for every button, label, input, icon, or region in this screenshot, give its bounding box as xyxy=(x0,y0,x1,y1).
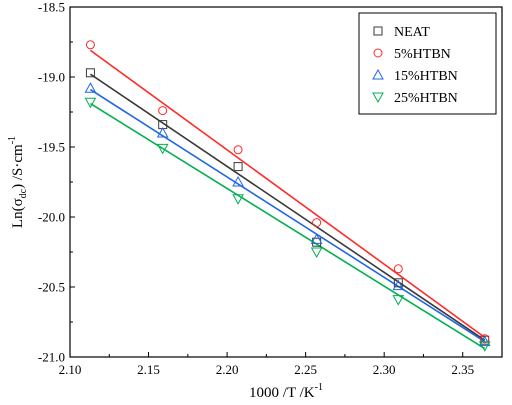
data-point xyxy=(310,247,323,259)
legend-marker xyxy=(372,92,384,104)
y-tick-label: -20.5 xyxy=(38,280,65,295)
data-point xyxy=(393,264,403,274)
data-point xyxy=(478,341,491,352)
x-tick-label: 2.20 xyxy=(216,362,239,377)
plot-area xyxy=(69,6,503,358)
x-tick-label: 2.15 xyxy=(137,362,160,377)
legend-marker xyxy=(373,26,383,36)
data-point xyxy=(392,279,405,291)
data-point xyxy=(392,295,405,306)
legend-label: 25%HTBN xyxy=(394,91,458,106)
legend-items: NEAT 5%HTBN 15%HTBN 25%HTBN xyxy=(372,25,458,106)
x-axis-title: 1000 /T /K-1 xyxy=(249,382,323,401)
data-point xyxy=(156,126,169,138)
y-tick-label: -18.5 xyxy=(38,0,65,15)
y-axis: -18.5 -19.0 -19.5 -20.0 -20.5 -21.0 xyxy=(38,0,75,365)
y-tick-label: -19.5 xyxy=(38,140,65,155)
legend-label: NEAT xyxy=(394,25,430,40)
fit-lines xyxy=(89,49,486,350)
data-point xyxy=(232,175,244,187)
x-tick-label: 2.35 xyxy=(451,362,474,377)
data-point xyxy=(85,40,95,50)
y-axis-title: Ln(σdc) /S·cm-1 xyxy=(7,136,29,228)
data-point xyxy=(312,218,322,228)
y-tick-label: -21.0 xyxy=(38,350,65,365)
legend-label: 5%HTBN xyxy=(394,47,451,62)
y-tick-label: -20.0 xyxy=(38,210,65,225)
data-point xyxy=(233,162,243,172)
fit-line xyxy=(89,49,486,339)
legend: NEAT 5%HTBN 15%HTBN 25%HTBN xyxy=(358,12,497,115)
data-point xyxy=(85,68,95,78)
data-point xyxy=(478,335,491,347)
data-markers xyxy=(84,40,491,352)
data-point xyxy=(233,145,243,155)
x-tick-label: 2.30 xyxy=(373,362,396,377)
data-point xyxy=(480,334,490,344)
x-axis: 2.10 2.15 2.20 2.25 2.30 2.35 xyxy=(59,352,474,377)
data-point xyxy=(158,106,168,116)
fit-line xyxy=(89,73,486,341)
legend-label: 15%HTBN xyxy=(394,69,458,84)
fit-line xyxy=(89,102,486,350)
data-point xyxy=(84,97,97,109)
legend-marker xyxy=(372,68,384,80)
data-point xyxy=(310,233,323,244)
x-tick-label: 2.25 xyxy=(294,362,317,377)
x-tick-label: 2.10 xyxy=(59,362,82,377)
data-point xyxy=(156,143,169,155)
legend-marker xyxy=(373,48,383,58)
data-point xyxy=(393,278,403,288)
data-point xyxy=(84,82,97,93)
y-tick-label: -19.0 xyxy=(38,70,65,85)
data-point xyxy=(232,194,244,205)
fit-line xyxy=(89,88,486,343)
